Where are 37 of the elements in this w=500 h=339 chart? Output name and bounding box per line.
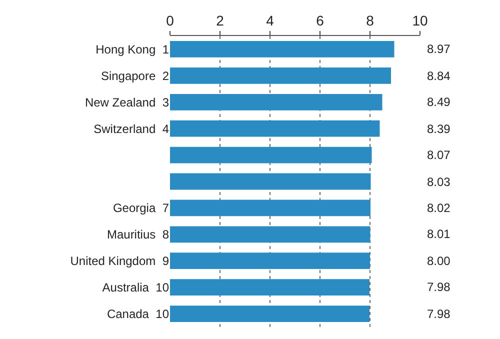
bar — [170, 200, 370, 216]
data-label: 8.01 — [427, 227, 451, 241]
x-tick-label: 0 — [166, 12, 174, 28]
y-tick-label: Hong Kong 1 — [96, 42, 170, 56]
bar — [170, 252, 370, 270]
data-label: 7.98 — [427, 280, 451, 294]
data-label: 8.00 — [427, 254, 451, 268]
y-tick-label: United Kingdom 9 — [70, 254, 170, 268]
data-label: 8.97 — [427, 42, 451, 56]
bar — [170, 146, 372, 164]
x-tick-label: 4 — [266, 12, 274, 28]
x-tick-label: 6 — [316, 12, 324, 28]
data-label: 8.02 — [427, 201, 451, 215]
y-tick-label: Australia 10 — [102, 280, 170, 295]
data-label: 8.07 — [427, 148, 451, 162]
bar — [170, 226, 370, 243]
data-label: 8.84 — [427, 69, 451, 83]
y-tick-label: New Zealand 3 — [84, 95, 170, 110]
bar — [170, 306, 370, 322]
x-tick-label: 8 — [366, 12, 374, 28]
x-tick-label: 10 — [412, 12, 428, 28]
bar — [170, 67, 391, 84]
y-tick-label: Georgia 7 — [112, 201, 170, 216]
y-tick-label: Switzerland 4 — [94, 122, 170, 136]
y-tick-label: Mauritius 8 — [106, 228, 170, 242]
x-tick-label: 2 — [216, 12, 224, 28]
data-label: 8.03 — [427, 175, 451, 189]
y-tick-label: Singapore 2 — [100, 68, 170, 83]
bar — [170, 41, 394, 58]
bar — [170, 173, 371, 190]
data-label: 7.98 — [427, 307, 451, 321]
data-label: 8.49 — [427, 95, 451, 109]
bar — [170, 279, 370, 296]
y-tick-label: Canada 10 — [106, 306, 170, 321]
bar — [170, 120, 380, 137]
bar — [170, 94, 382, 110]
data-label: 8.39 — [427, 122, 451, 136]
